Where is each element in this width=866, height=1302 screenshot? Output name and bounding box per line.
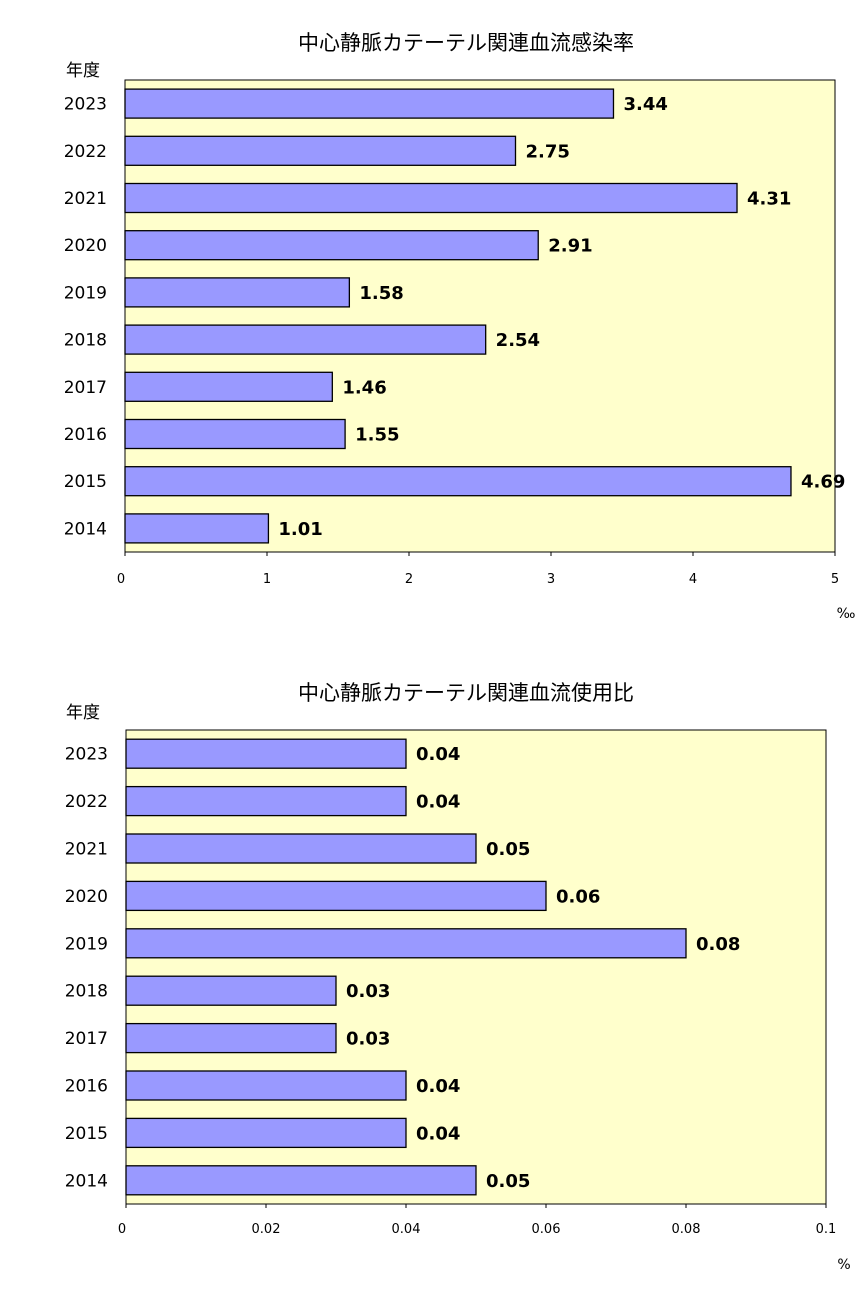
usage-ratio-chart: 中心静脈カテーテル関連血流使用比 年度 0.04 2023 0.04 2022 0.05… [65,681,851,1273]
bar-2018 [125,975,337,1006]
y-tick-label-2017: 2017 [65,1029,108,1049]
y-tick-label-2018: 2018 [65,982,108,1002]
y-tick-label-2020: 2020 [65,887,108,907]
data-label-2014: 0.05 [486,1171,530,1192]
bar-2019 [125,928,687,959]
y-tick-label-2021: 2021 [64,189,107,209]
bar-2021 [124,182,738,214]
x-tick-label: 0 [118,1222,126,1237]
data-label-2020: 2.91 [548,236,592,257]
data-label-2014: 1.01 [278,519,322,540]
bar-2020 [125,880,547,912]
bar-2018 [124,324,487,355]
bars: 0.04 2023 0.04 2022 0.05 2021 0.06 2020 0.08 2019… [65,738,837,1237]
y-tick-label-2015: 2015 [65,1124,108,1144]
data-label-2016: 0.04 [416,1076,460,1097]
infection-rate-chart: 中心静脈カテーテル関連血流感染率 年度 3.44 2023 2.75 2022 4.31… [64,31,856,622]
x-tick-label: 0.02 [252,1222,281,1237]
y-tick-label-2022: 2022 [65,792,108,812]
y-tick-label-2021: 2021 [65,840,108,860]
x-tick-label: 1 [263,572,271,587]
y-tick-label-2014: 2014 [64,519,107,539]
data-label-2015: 0.04 [416,1123,460,1144]
y-axis-label: 年度 [66,61,100,81]
x-axis-unit: % [837,1257,850,1273]
data-label-2021: 0.05 [486,839,530,860]
bar-2020 [124,230,539,261]
y-tick-label-2015: 2015 [64,472,107,492]
data-label-2020: 0.06 [556,886,600,907]
x-tick-label: 5 [831,572,839,587]
bar-2016 [125,1070,407,1101]
data-label-2022: 2.75 [526,141,570,162]
data-label-2016: 1.55 [355,425,399,446]
bar-2017 [124,371,333,402]
data-label-2019: 0.08 [696,934,740,955]
data-label-2019: 1.58 [359,283,403,304]
x-tick-label: 4 [689,572,697,587]
chart-title: 中心静脈カテーテル関連血流感染率 [298,31,634,55]
x-tick-label: 0.06 [532,1222,561,1237]
y-tick-label-2023: 2023 [65,745,108,765]
x-tick-label: 0.1 [816,1222,837,1237]
y-tick-label-2022: 2022 [64,142,107,162]
bar-2023 [125,738,407,769]
data-label-2018: 0.03 [346,981,390,1002]
x-tick-label: 0.04 [392,1222,421,1237]
y-tick-label-2016: 2016 [64,425,107,445]
bar-2016 [124,418,346,450]
data-label-2023: 0.04 [416,744,460,765]
bars: 3.44 2023 2.75 2022 4.31 2021 2.91 2020 1.58 2019… [64,88,845,587]
x-tick-label: 0.08 [672,1222,701,1237]
data-label-2017: 1.46 [342,377,386,398]
bar-2015 [124,466,792,497]
data-label-2022: 0.04 [416,792,460,813]
y-tick-label-2019: 2019 [65,934,108,954]
y-tick-label-2017: 2017 [64,378,107,398]
y-tick-label-2023: 2023 [64,95,107,115]
bar-2021 [125,833,477,864]
bar-2017 [125,1022,337,1054]
y-tick-label-2020: 2020 [64,236,107,256]
y-tick-label-2014: 2014 [65,1171,108,1191]
data-label-2021: 4.31 [747,189,791,210]
bar-2022 [125,785,407,817]
y-tick-label-2018: 2018 [64,331,107,351]
y-tick-label-2019: 2019 [64,283,107,303]
x-tick-label: 0 [117,572,125,587]
bar-2019 [124,277,351,308]
chart-title: 中心静脈カテーテル関連血流使用比 [298,681,634,705]
x-tick-label: 3 [547,572,555,587]
data-label-2018: 2.54 [496,330,540,351]
bar-2014 [125,1165,477,1196]
x-axis-unit: ‰ [837,606,856,622]
data-label-2015: 4.69 [801,472,845,493]
bar-2022 [124,135,517,166]
bar-2014 [124,513,270,544]
x-tick-label: 2 [405,572,413,587]
data-label-2017: 0.03 [346,1029,390,1050]
bar-2023 [124,88,615,119]
y-axis-label: 年度 [66,703,100,723]
bar-2015 [125,1117,407,1149]
data-label-2023: 3.44 [623,94,667,115]
y-tick-label-2016: 2016 [65,1077,108,1097]
